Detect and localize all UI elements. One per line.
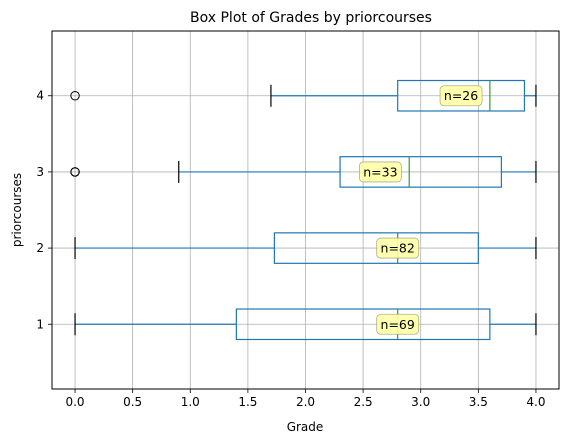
x-tick-label: 0.0 [65,395,84,409]
chart-title: Box Plot of Grades by priorcourses [190,10,432,26]
x-axis-label: Grade [287,420,324,434]
outlier-point [70,167,80,177]
count-annotation-label: n=82 [381,241,415,256]
count-annotation-box [439,85,483,107]
y-tick-label: 4 [36,89,44,103]
axes: 0.0 0.5 1.0 1.5 2.0 2.5 3.0 3.5 4.0 1 2 3 4 [36,89,545,409]
box [397,79,526,112]
x-tick-label: 1.5 [238,395,257,409]
x-tick-label: 3.0 [411,395,430,409]
x-tick-label: 3.5 [469,395,488,409]
count-annotation-label: n=26 [444,88,478,103]
y-axis-label: priorcourses [10,173,24,247]
count-annotation-box [376,313,420,335]
y-tick-label: 3 [36,165,44,179]
outlier-point [70,91,80,101]
box [273,232,479,264]
x-tick-label: 4.0 [526,395,545,409]
x-tick-label: 1.0 [181,395,200,409]
count-annotation-label: n=33 [363,164,397,179]
plot-area: n=69 n=82 n=33 n=26 [70,79,537,341]
y-tick-label: 1 [36,317,44,331]
x-tick-label: 2.5 [354,395,373,409]
x-tick-label: 2.0 [296,395,315,409]
box [235,308,491,341]
count-annotation-box [376,237,420,259]
count-annotation-label: n=69 [381,317,415,332]
x-tick-label: 0.5 [123,395,142,409]
box [339,156,502,188]
y-tick-label: 2 [36,241,44,255]
count-annotation-box [358,161,402,183]
